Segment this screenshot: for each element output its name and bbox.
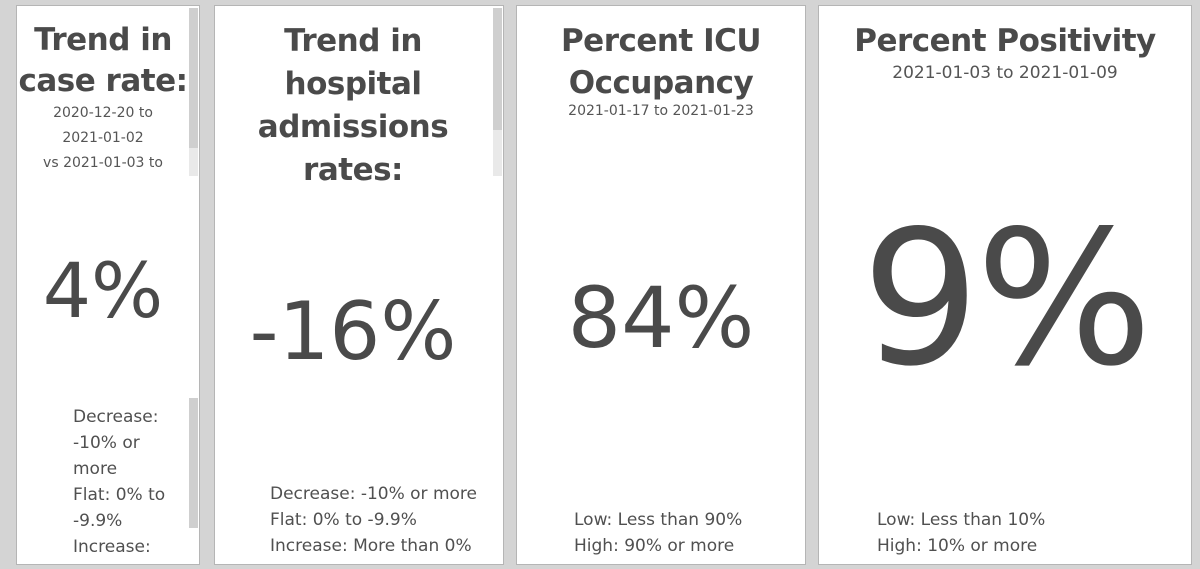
card-title-line: rates: [303, 152, 403, 188]
hospital-admissions-card: Trend in hospital admissions rates: -16%… [214, 5, 504, 565]
hospital-admissions-value: -16% [249, 285, 457, 378]
legend-line: Increase: [73, 537, 151, 557]
card-title-line: case rate: [18, 63, 188, 99]
date-range-subtitle: 2020-12-20 to 2021-01-02 vs 2021-01-03 t… [17, 101, 189, 176]
title-scrollbar[interactable] [189, 8, 198, 176]
legend-scrollbar[interactable] [189, 398, 198, 528]
scrollbar-thumb[interactable] [189, 398, 198, 528]
card-title-line: Percent ICU [560, 23, 762, 59]
card-title: Percent ICU Occupancy [517, 20, 805, 104]
scrollbar-thumb[interactable] [493, 8, 502, 130]
legend-text: Decrease: -10% or more Flat: 0% to -9.9%… [270, 481, 477, 559]
legend-line: Low: Less than 10% [877, 510, 1046, 530]
legend-line: Decrease: [73, 407, 159, 427]
icu-occupancy-value: 84% [567, 269, 755, 367]
legend-text: Low: Less than 10% High: 10% or more [877, 507, 1045, 559]
positivity-value: 9% [861, 190, 1152, 407]
legend-line: more [73, 459, 118, 479]
legend-line: High: 10% or more [877, 536, 1038, 556]
subtitle-line: 2021-01-02 [62, 130, 144, 146]
card-title: Trend in hospital admissions rates: [215, 20, 491, 192]
card-title-line: Trend in [284, 23, 422, 59]
case-rate-value: 4% [42, 246, 164, 335]
legend-line: Low: Less than 90% [574, 510, 743, 530]
legend-line: Flat: 0% to [73, 485, 166, 505]
legend-line: Decrease: -10% or more [270, 484, 477, 504]
legend-text: Low: Less than 90% High: 90% or more [574, 507, 742, 559]
legend-line: Flat: 0% to -9.9% [270, 510, 417, 530]
card-title: Percent Positivity [854, 23, 1156, 59]
subtitle-line: 2020-12-20 to [53, 105, 153, 121]
date-range-subtitle: 2021-01-03 to 2021-01-09 [892, 63, 1118, 83]
legend-line: -10% or [73, 433, 140, 453]
scrollbar-thumb[interactable] [189, 8, 198, 148]
legend-line: -9.9% [73, 511, 123, 531]
legend-line: High: 90% or more [574, 536, 735, 556]
card-title-line: Occupancy [568, 65, 754, 101]
case-rate-card: Trend in case rate: 2020-12-20 to 2021-0… [16, 5, 200, 565]
card-title: Trend in case rate: [17, 20, 189, 102]
card-title-line: Trend in [34, 22, 172, 58]
legend-line: Increase: More than 0% [270, 536, 472, 556]
date-range-subtitle: 2021-01-17 to 2021-01-23 [568, 103, 754, 119]
card-title-line: hospital [284, 66, 423, 102]
icu-occupancy-card: Percent ICU Occupancy 2021-01-17 to 2021… [516, 5, 806, 565]
title-scrollbar[interactable] [493, 8, 502, 176]
subtitle-line: vs 2021-01-03 to [43, 155, 163, 171]
legend-text: Decrease: -10% or more Flat: 0% to -9.9%… [73, 404, 165, 560]
positivity-card: Percent Positivity 2021-01-03 to 2021-01… [818, 5, 1192, 565]
card-title-line: admissions [257, 109, 449, 145]
